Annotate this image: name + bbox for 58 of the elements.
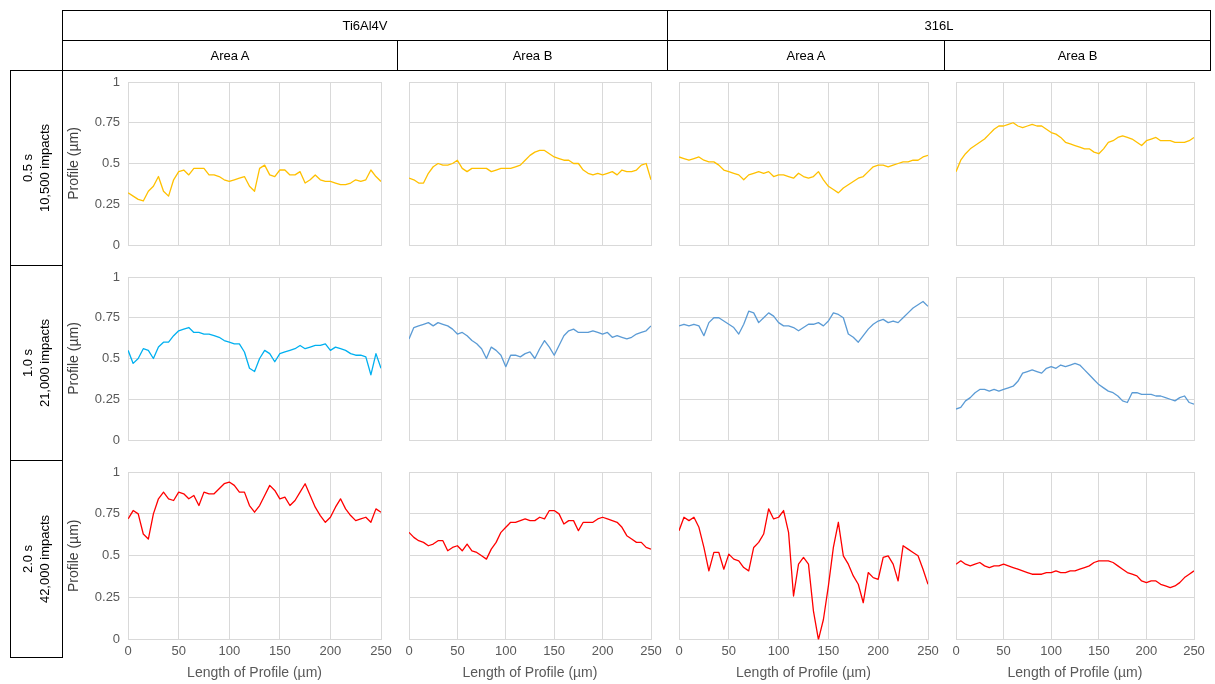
y-tick-label: 0.75 [94,505,121,521]
x-tick-label: 100 [494,642,517,658]
x-tick-label: 150 [543,642,566,658]
y-tick-label: 1 [112,463,121,479]
x-tick-label: 150 [817,642,840,658]
y-tick-label: 0.5 [102,155,121,171]
x-tick-label: 50 [996,642,1011,658]
y-tick-label: 0.75 [94,114,121,130]
text: Area A [667,40,945,71]
x-tick-label: 0 [405,642,413,658]
x-axis-title: Length of Profile (µm) [736,664,871,681]
x-tick-label: 250 [1183,642,1205,658]
x-axis-title: Length of Profile (µm) [187,664,322,681]
x-axis-title: Length of Profile (µm) [1007,664,1143,681]
y-tick-label: 0 [112,631,121,647]
y-axis-title: Profile (µm) [65,322,82,395]
x-tick-label: 0 [952,642,960,658]
y-tick-label: 0 [112,236,121,252]
x-tick-label: 100 [218,642,241,658]
x-tick-label: 200 [867,642,890,658]
x-tick-label: 50 [450,642,465,658]
x-tick-label: 50 [721,642,737,658]
y-tick-label: 0.25 [94,589,121,605]
x-tick-label: 200 [1135,642,1158,658]
text: Area B [397,40,668,71]
text: 10,500 impacts [36,123,54,213]
text: 1.0 s [19,347,37,380]
text: 2.0 s [19,543,37,576]
text: 316L [667,10,1211,41]
text: Ti6Al4V [62,10,668,41]
x-tick-label: 250 [370,642,392,658]
x-tick-label: 150 [268,642,291,658]
x-tick-label: 250 [640,642,662,658]
y-tick-label: 0.25 [94,390,121,406]
x-tick-label: 100 [1040,642,1063,658]
y-tick-label: 0.5 [102,547,121,563]
x-tick-label: 100 [767,642,790,658]
y-tick-label: 1 [112,268,121,284]
y-tick-label: 0 [112,431,121,447]
x-tick-label: 0 [124,642,132,658]
x-axis-title: Length of Profile (µm) [462,664,598,681]
x-tick-label: 200 [591,642,614,658]
x-tick-label: 150 [1087,642,1110,658]
y-tick-label: 0.25 [94,195,121,211]
y-tick-label: 0.5 [102,350,121,366]
x-tick-label: 250 [917,642,939,658]
text: Area B [944,40,1211,71]
text: 0.5 s [19,152,37,185]
y-tick-label: 0.75 [94,309,121,325]
y-tick-label: 1 [112,73,121,89]
text: 21,000 impacts [36,318,54,408]
x-tick-label: 0 [675,642,683,658]
text: Area A [62,40,398,71]
text: 42,000 impacts [36,514,54,604]
x-tick-label: 200 [319,642,342,658]
y-axis-title: Profile (µm) [65,519,82,593]
y-axis-title: Profile (µm) [65,127,82,200]
x-tick-label: 50 [171,642,186,658]
